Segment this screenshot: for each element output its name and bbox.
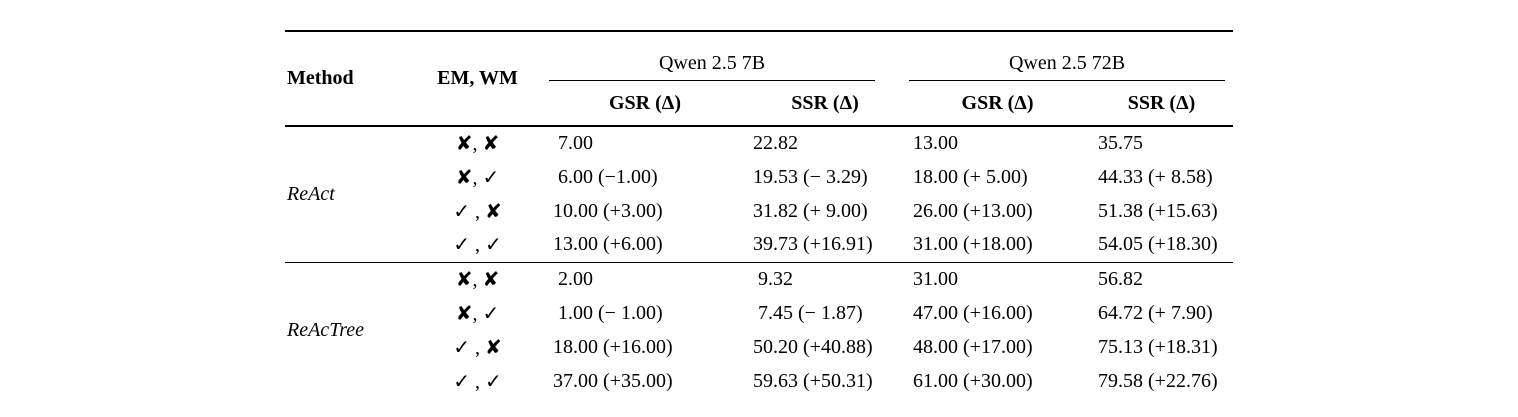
cell-ssr-72b: 56.82 — [1090, 261, 1234, 296]
cell-ssr-7b: 9.32 — [745, 261, 906, 296]
cell-em-wm: ✓ , ✘ — [453, 336, 502, 359]
col-header-gsr-7b: GSR (Δ) — [545, 81, 745, 127]
col-header-gsr-72b: GSR (Δ) — [905, 81, 1091, 127]
cell-gsr-7b: 2.00 — [545, 261, 745, 296]
cell-gsr-7b: 7.00 — [553, 132, 593, 154]
cell-gsr-7b: 13.00 (+6.00) — [553, 233, 663, 256]
cell-ssr-7b: 7.45 (− 1.87) — [753, 301, 863, 324]
cell-ssr-7b: 31.82 (+ 9.00) — [753, 199, 868, 222]
table-row: ✓ , ✘ 18.00 (+16.00) 50.20 (+40.88) 48.0… — [285, 330, 1233, 364]
cell-ssr-72b: 79.58 (+22.76) — [1098, 369, 1218, 392]
cell-em-wm: ✓ , ✓ — [453, 234, 502, 257]
cell-ssr-7b: 59.63 (+50.31) — [753, 369, 873, 392]
cell-ssr-72b: 64.72 (+ 7.90) — [1098, 301, 1213, 324]
cell-ssr-7b: 39.73 (+16.91) — [753, 233, 873, 256]
col-header-model-qwen-72b: Qwen 2.5 72B — [905, 31, 1233, 81]
cell-gsr-7b: 10.00 (+3.00) — [553, 199, 663, 222]
cell-gsr-72b: 31.00 — [905, 261, 1091, 296]
cell-em-wm: ✘, ✓ — [455, 302, 500, 325]
table-row: ✓ , ✓ 37.00 (+35.00) 59.63 (+50.31) 61.0… — [285, 364, 1233, 398]
cell-gsr-72b: 47.00 (+16.00) — [913, 301, 1033, 324]
cell-gsr-72b: 18.00 (+ 5.00) — [913, 165, 1028, 188]
table-row: ✓ , ✘ 10.00 (+3.00) 31.82 (+ 9.00) 26.00… — [285, 194, 1233, 228]
cell-gsr-7b: 37.00 (+35.00) — [553, 369, 673, 392]
cell-ssr-72b: 51.38 (+15.63) — [1098, 199, 1218, 222]
cell-ssr-72b: 44.33 (+ 8.58) — [1098, 165, 1213, 188]
method-name: ReAcTree — [285, 261, 410, 398]
cell-em-wm: ✘, ✓ — [455, 166, 500, 189]
cell-ssr-7b: 50.20 (+40.88) — [753, 335, 873, 358]
col-header-ssr-7b: SSR (Δ) — [745, 81, 906, 127]
cell-ssr-72b: 35.75 — [1098, 132, 1144, 154]
cell-em-wm: ✓ , ✓ — [453, 370, 502, 393]
cell-gsr-7b: 6.00 (−1.00) — [553, 165, 658, 188]
table-row: ✘, ✓ 1.00 (− 1.00) 7.45 (− 1.87) 47.00 (… — [285, 296, 1233, 330]
cell-gsr-72b: 48.00 (+17.00) — [913, 335, 1033, 358]
results-table-container: Method EM, WM Qwen 2.5 7B Qwen 2.5 72B G… — [285, 30, 1234, 398]
table-row: ✓ , ✓ 13.00 (+6.00) 39.73 (+16.91) 31.00… — [285, 228, 1233, 262]
model-label-qwen-72b: Qwen 2.5 72B — [909, 52, 1226, 81]
cell-gsr-72b: 13.00 — [913, 132, 959, 154]
cell-ssr-7b: 19.53 (− 3.29) — [753, 165, 868, 188]
cell-em-wm: ✘, ✘ — [455, 133, 500, 155]
col-header-ssr-72b: SSR (Δ) — [1090, 81, 1234, 127]
cell-em-wm: ✓ , ✘ — [453, 200, 502, 223]
cell-em-wm: ✘, ✘ — [410, 261, 545, 296]
col-header-em-wm: EM, WM — [410, 31, 545, 127]
cell-gsr-72b: 61.00 (+30.00) — [913, 369, 1033, 392]
table-row: ✘, ✓ 6.00 (−1.00) 19.53 (− 3.29) 18.00 (… — [285, 160, 1233, 194]
table-header: Method EM, WM Qwen 2.5 7B Qwen 2.5 72B G… — [285, 31, 1234, 127]
col-header-method: Method — [285, 31, 410, 127]
method-name: ReAct — [287, 182, 335, 205]
cell-gsr-72b: 31.00 (+18.00) — [913, 233, 1033, 256]
model-label-qwen-7b: Qwen 2.5 7B — [549, 52, 876, 81]
group-reactree: ReAcTree ✘, ✘ 2.00 9.32 31.00 56.82 ✘, ✓… — [285, 261, 1234, 398]
results-table: Method EM, WM Qwen 2.5 7B Qwen 2.5 72B G… — [285, 30, 1234, 398]
cell-ssr-7b: 22.82 — [753, 132, 798, 154]
cell-gsr-7b: 1.00 (− 1.00) — [553, 301, 663, 324]
cell-gsr-72b: 26.00 (+13.00) — [913, 199, 1033, 222]
cell-ssr-72b: 75.13 (+18.31) — [1098, 335, 1218, 358]
cell-ssr-72b: 54.05 (+18.30) — [1098, 233, 1218, 256]
table-row: ReAct ✘, ✘ 7.00 22.82 13.00 35.75 — [285, 126, 1233, 205]
group-react: ReAct ✘, ✘ 7.00 22.82 13.00 35.75 ✘, ✓ 6… — [285, 126, 1233, 262]
header-row-models: Method EM, WM Qwen 2.5 7B Qwen 2.5 72B — [285, 31, 1233, 127]
header-row-metrics: GSR (Δ) SSR (Δ) GSR (Δ) SSR (Δ) — [285, 81, 1234, 127]
table-row: ReAcTree ✘, ✘ 2.00 9.32 31.00 56.82 — [285, 261, 1234, 398]
col-header-model-qwen-7b: Qwen 2.5 7B — [545, 31, 905, 81]
cell-gsr-7b: 18.00 (+16.00) — [553, 335, 673, 358]
